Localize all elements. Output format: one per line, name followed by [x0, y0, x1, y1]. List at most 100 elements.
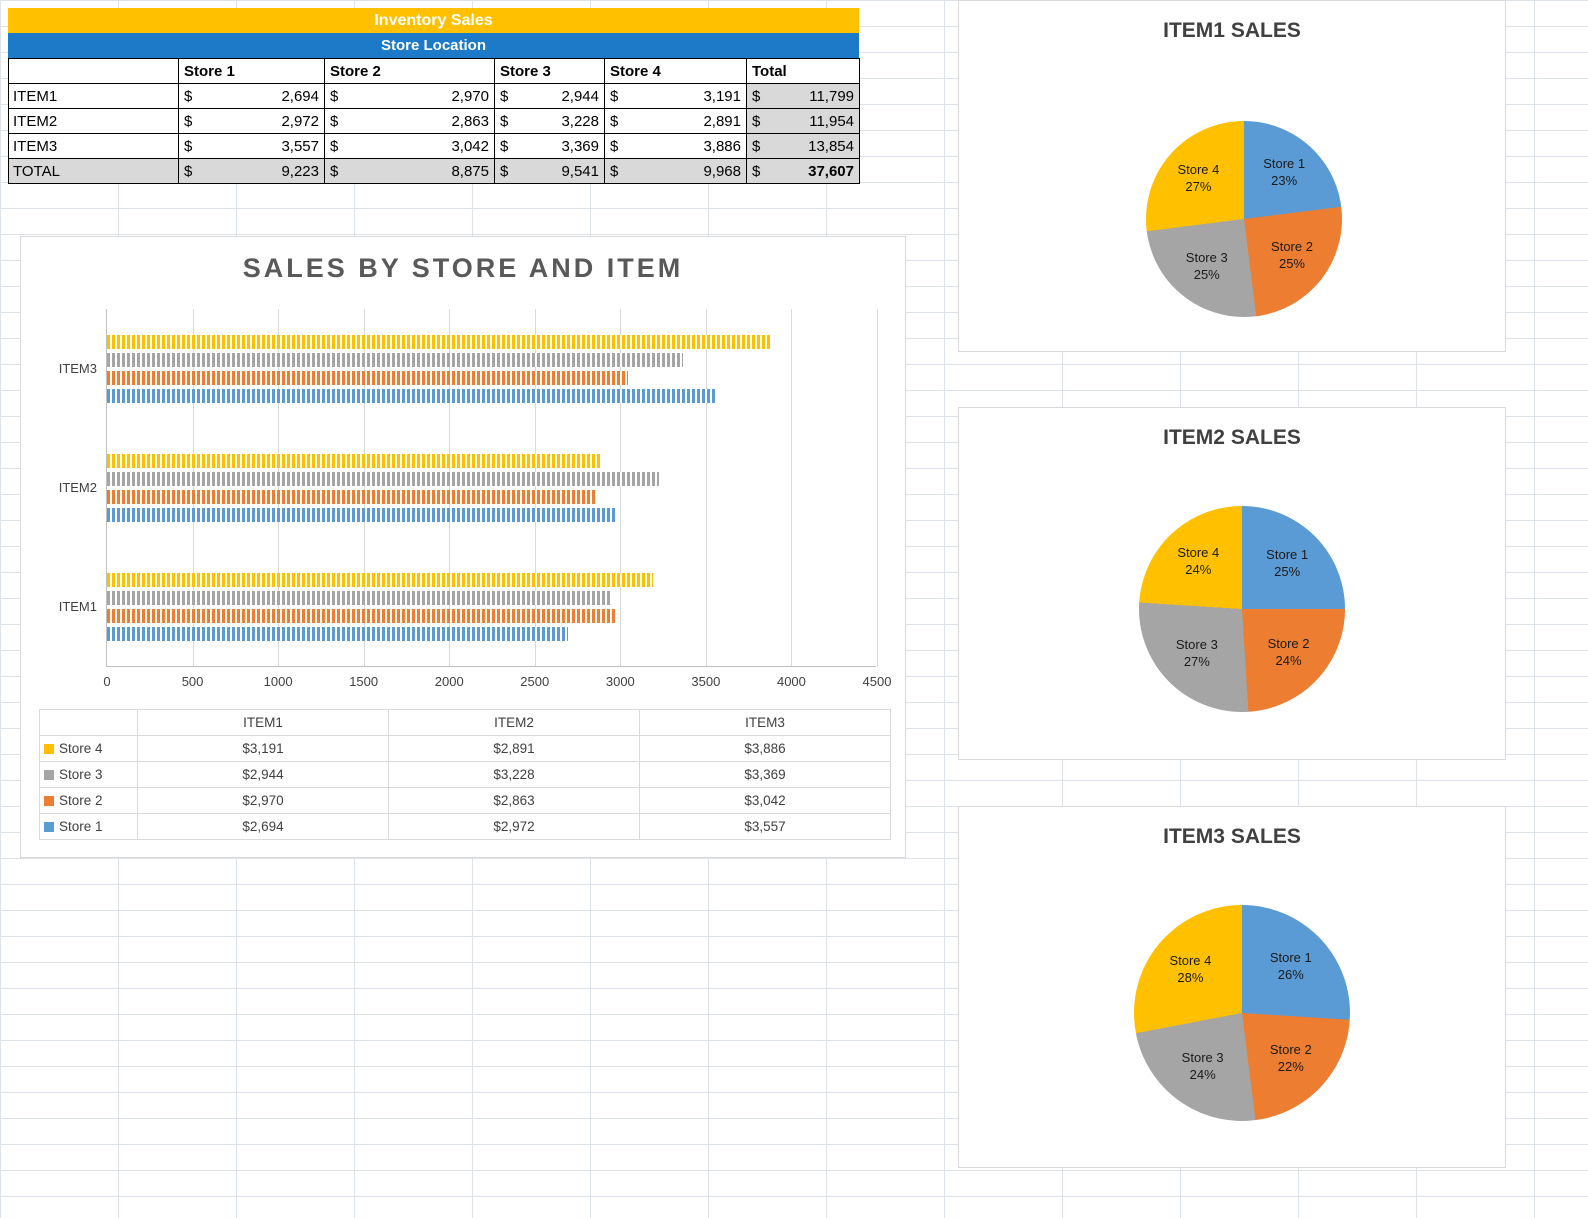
x-tick-label: 3500: [691, 674, 721, 689]
table-cell[interactable]: $3,557: [178, 133, 325, 159]
data-table-header: ITEM3: [639, 709, 891, 736]
x-tick-label: 4500: [862, 674, 892, 689]
table-cell[interactable]: $3,886: [604, 133, 747, 159]
table-cell[interactable]: Store 3: [494, 58, 605, 84]
bar-item2-store4[interactable]: [107, 454, 602, 468]
data-table-row: Store 1 $2,694 $2,972 $3,557: [39, 813, 891, 840]
table-cell[interactable]: TOTAL: [8, 158, 179, 184]
table-row: TOTAL $9,223 $8,875 $9,541 $9,968 $37,607: [8, 158, 860, 184]
data-table-header: ITEM2: [388, 709, 640, 736]
bar-item1-store3[interactable]: [107, 591, 611, 606]
table-cell[interactable]: $13,854: [746, 133, 860, 159]
table-cell[interactable]: ITEM3: [8, 133, 179, 159]
bar-plot: 0 500 1000 1500 2000 2500 3000 3500 4000 4500 ITEM…: [59, 309, 891, 689]
table-cell[interactable]: $8,875: [324, 158, 495, 184]
gridline: [363, 309, 365, 666]
legend-key-icon: [44, 796, 54, 807]
table-cell[interactable]: $3,042: [324, 133, 495, 159]
table-cell[interactable]: ITEM2: [8, 108, 179, 134]
table-cell[interactable]: $37,607: [746, 158, 860, 184]
x-tick-label: 3000: [605, 674, 635, 689]
table-cell[interactable]: $2,944: [494, 83, 605, 109]
data-table-row: Store 3 $2,944 $3,228 $3,369: [39, 761, 891, 788]
bar-item1-store1[interactable]: [107, 627, 568, 642]
bar-item2-store2[interactable]: [107, 490, 597, 504]
data-table-cell: $2,891: [388, 735, 640, 762]
pie-title-1: ITEM1 SALES: [1163, 19, 1301, 42]
table-cell[interactable]: [8, 58, 179, 84]
pie-label: Store 4 28%: [1169, 953, 1212, 986]
bar-chart-title: SALES BY STORE AND ITEM: [242, 253, 684, 283]
pie-label: Store 2 25%: [1271, 239, 1313, 272]
table-cell[interactable]: $2,970: [324, 83, 495, 109]
gridline: [278, 309, 280, 666]
pie-label: Store 3 27%: [1175, 637, 1218, 670]
bar-item3-store3[interactable]: [107, 352, 684, 367]
gridline: [620, 309, 622, 666]
table-cell[interactable]: Total: [746, 58, 860, 84]
pie-label: Store 2 22%: [1269, 1041, 1312, 1074]
pie-chart-1[interactable]: [1146, 121, 1342, 317]
table-cell[interactable]: $9,223: [178, 158, 325, 184]
bar-item3-store4[interactable]: [107, 334, 772, 349]
table-cell[interactable]: Store 2: [324, 58, 495, 84]
pie-label: Store 4 24%: [1177, 545, 1220, 578]
legend-key-icon: [44, 822, 54, 833]
bar-item3-store2[interactable]: [107, 370, 628, 385]
table-subtitle: Store Location: [8, 33, 859, 58]
pie-label: Store 3 25%: [1185, 250, 1228, 282]
chart-data-table: ITEM1 ITEM2 ITEM3 Store 4 $3,191 $2,891 $3,886…: [39, 709, 891, 840]
x-tick-label: 2500: [520, 674, 550, 689]
summary-grid-body: Store 1 Store 2 Store 3 Store 4 Total ITEM1 $2…: [8, 58, 860, 184]
pie-label: Store 3 24%: [1181, 1050, 1224, 1083]
table-cell[interactable]: Store 1: [178, 58, 325, 84]
bar-item1-store2[interactable]: [107, 609, 616, 624]
y-axis-label: ITEM3: [58, 360, 97, 376]
chart-data-table-body: ITEM1 ITEM2 ITEM3 Store 4 $3,191 $2,891 $3,886…: [39, 709, 891, 840]
gridline: [449, 309, 451, 666]
bar-item1-store4[interactable]: [107, 573, 653, 588]
table-cell[interactable]: ITEM1: [8, 83, 179, 109]
data-table-row: Store 2 $2,970 $2,863 $3,042: [39, 787, 891, 814]
pie-title-3: ITEM3 SALES: [1163, 825, 1301, 848]
legend-item[interactable]: Store 4: [39, 735, 138, 762]
pie-chart-3[interactable]: [1134, 905, 1350, 1121]
pie-label: Store 4 27%: [1177, 161, 1220, 194]
table-row: ITEM3 $3,557 $3,042 $3,369 $3,886 $13,854: [8, 133, 860, 159]
data-table-cell: $3,228: [388, 761, 640, 788]
table-cell[interactable]: $2,972: [178, 108, 325, 134]
legend-item[interactable]: Store 3: [39, 761, 138, 788]
table-cell[interactable]: $3,228: [494, 108, 605, 134]
data-table-cell: $3,191: [137, 735, 389, 762]
table-cell[interactable]: $2,694: [178, 83, 325, 109]
bar-chart-card[interactable]: SALES BY STORE AND ITEM 0 500 1000 1500 2000…: [20, 236, 906, 858]
pie-chart-2[interactable]: [1139, 506, 1345, 712]
legend-key-icon: [44, 744, 54, 755]
table-cell[interactable]: $11,799: [746, 83, 860, 109]
bar-item3-store1[interactable]: [107, 388, 716, 403]
table-cell[interactable]: $11,954: [746, 108, 860, 134]
legend-key-icon: [44, 770, 54, 781]
table-cell[interactable]: $2,863: [324, 108, 495, 134]
table-cell[interactable]: $3,369: [494, 133, 605, 159]
legend-item[interactable]: Store 2: [39, 787, 138, 814]
table-title: Inventory Sales: [8, 8, 859, 33]
legend-item[interactable]: Store 1: [39, 813, 138, 840]
table-cell[interactable]: $2,891: [604, 108, 747, 134]
y-axis-label: ITEM1: [58, 599, 97, 615]
bar-item2-store1[interactable]: [107, 508, 616, 522]
x-tick-label: 2000: [434, 674, 464, 689]
data-table-cell: $3,042: [639, 787, 891, 814]
table-cell[interactable]: Store 4: [604, 58, 747, 84]
gridline: [705, 309, 707, 666]
bar-item2-store3[interactable]: [107, 472, 660, 486]
table-cell[interactable]: $9,968: [604, 158, 747, 184]
gridline: [791, 309, 793, 666]
table-cell[interactable]: $9,541: [494, 158, 605, 184]
gridline: [192, 309, 194, 666]
table-cell[interactable]: $3,191: [604, 83, 747, 109]
